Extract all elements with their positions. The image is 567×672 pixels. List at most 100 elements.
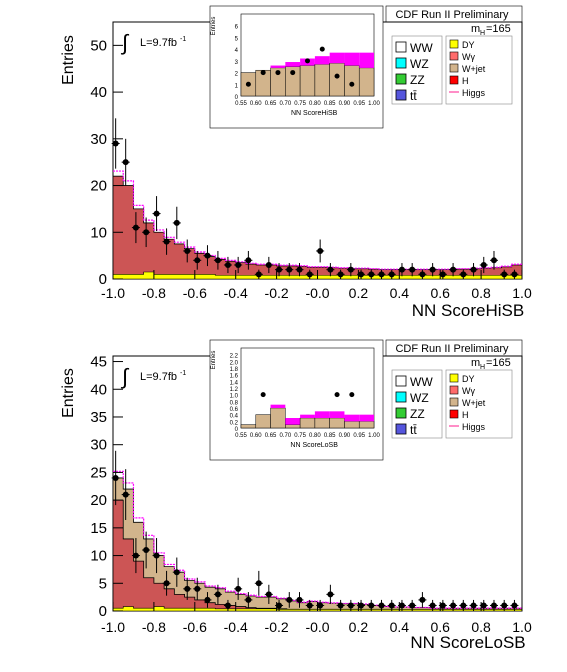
legend-swatch: [449, 39, 459, 49]
y-tick-label: 0: [99, 271, 107, 288]
data-point: [419, 271, 426, 278]
data-point: [173, 569, 180, 576]
inset-y-tick-label: 1.2: [230, 387, 239, 393]
lumi-text: L=9.7fb: [140, 37, 177, 49]
stack-dy: [112, 606, 523, 612]
data-point: [429, 266, 436, 273]
data-point: [296, 266, 303, 273]
data-point: [204, 596, 211, 603]
inset-x-tick-label: 1.00: [368, 101, 380, 107]
data-point: [327, 591, 334, 598]
y-tick-label: 20: [90, 178, 107, 195]
data-point: [112, 140, 119, 147]
inset-bar: [270, 407, 286, 429]
inset-y-tick-label: 5: [235, 36, 239, 42]
y-tick-label: 50: [90, 37, 107, 54]
data-point: [337, 271, 344, 278]
data-point: [439, 602, 446, 609]
legend-label: WZ: [410, 57, 429, 71]
inset-data-point: [349, 81, 355, 87]
x-tick-label: -0.2: [265, 619, 289, 635]
data-point: [358, 602, 365, 609]
mass-value: =165: [486, 23, 511, 35]
legend-label: W+jet: [462, 64, 486, 74]
legend-swatch: [395, 41, 407, 53]
legend-swatch: [395, 375, 407, 387]
inset-bar: [329, 417, 345, 429]
inset-data-point: [260, 392, 266, 398]
mass-sub: H: [480, 30, 485, 37]
data-point: [286, 266, 293, 273]
legend-label: H: [462, 76, 469, 86]
y-tick-label: 10: [90, 224, 107, 241]
x-tick-label: 0.6: [430, 619, 450, 635]
y-tick-label: 15: [90, 520, 107, 537]
mass-label: m: [471, 357, 480, 369]
inset-y-tick-label: 0: [235, 427, 239, 433]
inset-data-point: [319, 46, 325, 52]
data-point: [347, 602, 354, 609]
inset-x-tick-label: 0.90: [339, 101, 351, 107]
inset-bar: [299, 65, 316, 97]
y-tick-label: 25: [90, 464, 107, 481]
x-tick-label: -0.2: [265, 285, 289, 301]
data-point: [143, 229, 150, 236]
inset-y-tick-label: 0.2: [230, 420, 239, 426]
data-point: [214, 591, 221, 598]
legend-label: WZ: [410, 391, 429, 405]
data-point: [296, 596, 303, 603]
legend-label: WW: [410, 41, 433, 55]
inset-signal-bar: [359, 52, 374, 68]
inset-x-tick-label: 0.55: [235, 433, 247, 439]
data-point: [470, 602, 477, 609]
data-point: [368, 602, 375, 609]
data-point: [511, 602, 518, 609]
inset-x-tick-label: 0.75: [294, 433, 306, 439]
inset-x-tick-label: 0.60: [250, 433, 262, 439]
inset-signal-bar: [344, 414, 360, 422]
legend-swatch: [449, 51, 459, 61]
data-point: [122, 491, 129, 498]
inset-bar: [344, 65, 360, 97]
inset-data-point: [334, 392, 340, 398]
x-tick-label: 0.6: [430, 285, 450, 301]
legend-swatch: [395, 407, 407, 419]
data-point: [337, 602, 344, 609]
data-point: [439, 271, 446, 278]
x-tick-label: 1.0: [512, 619, 532, 635]
inset-bar: [314, 417, 330, 429]
header-box: [385, 339, 523, 357]
legend-swatch: [395, 89, 407, 101]
data-point: [194, 585, 201, 592]
legend-swatch: [449, 63, 459, 73]
x-axis-label: NN ScoreHiSB: [412, 301, 524, 320]
inset-data-point: [290, 70, 296, 76]
inset-y-tick-label: 1.6: [230, 374, 239, 380]
mass-value: =165: [486, 357, 511, 369]
data-point: [317, 247, 324, 254]
inset-x-tick-label: 0.80: [309, 433, 321, 439]
x-tick-label: -0.8: [142, 619, 166, 635]
data-point: [306, 271, 313, 278]
inset-y-tick-label: 0: [235, 95, 239, 101]
legend-swatch: [395, 57, 407, 69]
inset-x-tick-label: 0.75: [294, 101, 306, 107]
uncertainty-envelope: [113, 170, 522, 270]
y-tick-label: 30: [90, 437, 107, 454]
inset-plot: 00.20.40.60.81.01.21.41.61.82.02.20.55 0.…: [209, 339, 384, 461]
legend-label: Wγ: [462, 52, 475, 62]
data-point: [460, 271, 467, 278]
data-point: [347, 266, 354, 273]
legend-swatch: [449, 373, 459, 383]
data-point: [490, 602, 497, 609]
data-point: [490, 257, 497, 264]
inset-y-tick-label: 0.6: [230, 407, 239, 413]
legend-label: tt̄: [410, 89, 417, 103]
inset-y-tick-label: 1.8: [230, 367, 239, 373]
inset-x-tick-label: 0.65: [265, 101, 277, 107]
x-tick-label: -0.6: [183, 285, 207, 301]
inset-bar: [358, 67, 375, 97]
y-tick-label: 30: [90, 131, 107, 148]
legend-swatch: [449, 385, 459, 395]
inset-data-point: [334, 73, 340, 79]
